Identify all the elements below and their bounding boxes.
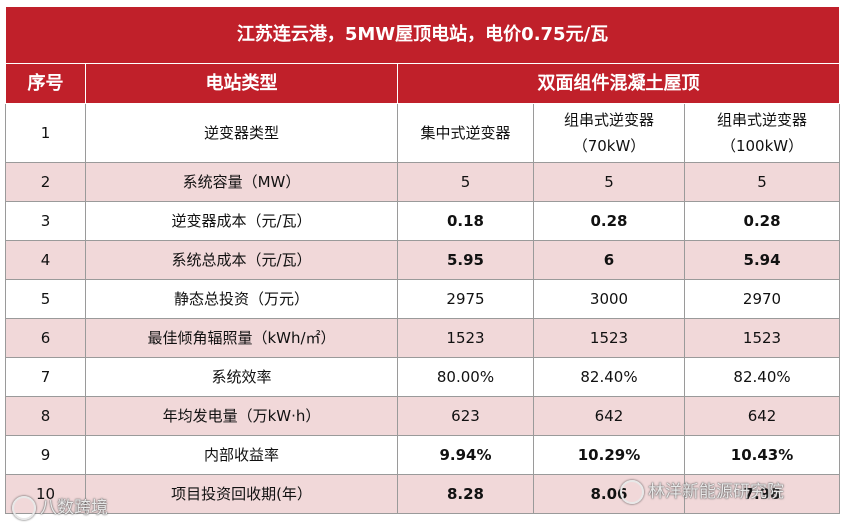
table-row: 1 逆变器类型 集中式逆变器 组串式逆变器（70kW） 组串式逆变器（100kW… bbox=[5, 103, 841, 163]
row-no: 9 bbox=[5, 435, 86, 475]
table-row: 3 逆变器成本（元/瓦） 0.18 0.28 0.28 bbox=[5, 201, 841, 241]
table-title: 江苏连云港，5MW屋顶电站，电价0.75元/瓦 bbox=[4, 6, 841, 64]
row-no: 2 bbox=[5, 162, 86, 202]
table-row: 8 年均发电量（万kW·h） 623 642 642 bbox=[5, 396, 841, 436]
table-row: 4 系统总成本（元/瓦） 5.95 6 5.94 bbox=[5, 240, 841, 280]
row-value-3: 82.40% bbox=[683, 357, 841, 397]
row-value-3: 1523 bbox=[683, 318, 841, 358]
comparison-table-wrapper: 江苏连云港，5MW屋顶电站，电价0.75元/瓦 序号 电站类型 双面组件混凝土屋… bbox=[4, 6, 841, 522]
row-label: 逆变器成本（元/瓦） bbox=[85, 201, 398, 241]
header-group: 双面组件混凝土屋顶 bbox=[396, 63, 841, 104]
row-value-3: 642 bbox=[683, 396, 841, 436]
row-value-3: 10.43% bbox=[683, 435, 841, 475]
row-value-2: 5 bbox=[533, 162, 685, 202]
watermark-left-text: 八数跨境 bbox=[40, 498, 108, 518]
row-no: 4 bbox=[5, 240, 86, 280]
row-value-2: 10.29% bbox=[533, 435, 685, 475]
row-value-1: 5.95 bbox=[397, 240, 534, 280]
header-type: 电站类型 bbox=[85, 63, 398, 104]
row-label: 项目投资回收期(年） bbox=[85, 474, 398, 514]
header-row: 序号 电站类型 双面组件混凝土屋顶 bbox=[5, 63, 841, 104]
header-no: 序号 bbox=[5, 63, 86, 104]
row-value-2: 8.06 bbox=[533, 474, 685, 514]
row-value-3: 2970 bbox=[683, 279, 841, 319]
row-no: 3 bbox=[5, 201, 86, 241]
row-value-1: 80.00% bbox=[397, 357, 534, 397]
row-value-3: 5 bbox=[683, 162, 841, 202]
row-label: 逆变器类型 bbox=[85, 103, 398, 163]
row-value-2: 0.28 bbox=[533, 201, 685, 241]
row-value-1: 623 bbox=[397, 396, 534, 436]
table-row: 7 系统效率 80.00% 82.40% 82.40% bbox=[5, 357, 841, 397]
row-no: 1 bbox=[5, 103, 86, 163]
row-value-2: 组串式逆变器（70kW） bbox=[533, 103, 685, 163]
row-value-1: 8.28 bbox=[397, 474, 534, 514]
row-label: 系统总成本（元/瓦） bbox=[85, 240, 398, 280]
row-value-2: 3000 bbox=[533, 279, 685, 319]
watermark-left: 八数跨境 bbox=[12, 493, 108, 520]
row-label: 系统效率 bbox=[85, 357, 398, 397]
table-row: 5 静态总投资（万元） 2975 3000 2970 bbox=[5, 279, 841, 319]
row-value-3: 5.94 bbox=[683, 240, 841, 280]
row-label: 内部收益率 bbox=[85, 435, 398, 475]
row-label: 年均发电量（万kW·h） bbox=[85, 396, 398, 436]
table-row: 2 系统容量（MW） 5 5 5 bbox=[5, 162, 841, 202]
row-value-2: 6 bbox=[533, 240, 685, 280]
watermark-right: 林洋新能源研究院 bbox=[620, 477, 784, 504]
row-value-1: 2975 bbox=[397, 279, 534, 319]
row-value-1: 9.94% bbox=[397, 435, 534, 475]
row-value-3: 0.28 bbox=[683, 201, 841, 241]
comparison-table: 江苏连云港，5MW屋顶电站，电价0.75元/瓦 序号 电站类型 双面组件混凝土屋… bbox=[4, 6, 841, 514]
row-no: 7 bbox=[5, 357, 86, 397]
row-label: 静态总投资（万元） bbox=[85, 279, 398, 319]
row-value-1: 集中式逆变器 bbox=[397, 103, 534, 163]
row-value-1: 1523 bbox=[397, 318, 534, 358]
row-value-2: 82.40% bbox=[533, 357, 685, 397]
row-no: 6 bbox=[5, 318, 86, 358]
row-no: 8 bbox=[5, 396, 86, 436]
row-value-3: 组串式逆变器（100kW） bbox=[683, 103, 841, 163]
row-value-2: 642 bbox=[533, 396, 685, 436]
row-label: 系统容量（MW） bbox=[85, 162, 398, 202]
table-row: 9 内部收益率 9.94% 10.29% 10.43% bbox=[5, 435, 841, 475]
table-row: 6 最佳倾角辐照量（kWh/㎡） 1523 1523 1523 bbox=[5, 318, 841, 358]
watermark-logo-icon bbox=[12, 496, 36, 520]
row-value-1: 5 bbox=[397, 162, 534, 202]
wechat-logo-icon bbox=[620, 480, 644, 504]
row-value-2: 1523 bbox=[533, 318, 685, 358]
watermark-right-text: 林洋新能源研究院 bbox=[648, 482, 784, 502]
row-value-3: 7.98 bbox=[683, 474, 841, 514]
row-no: 5 bbox=[5, 279, 86, 319]
row-value-1: 0.18 bbox=[397, 201, 534, 241]
title-row: 江苏连云港，5MW屋顶电站，电价0.75元/瓦 bbox=[4, 6, 841, 64]
row-label: 最佳倾角辐照量（kWh/㎡） bbox=[85, 318, 398, 358]
